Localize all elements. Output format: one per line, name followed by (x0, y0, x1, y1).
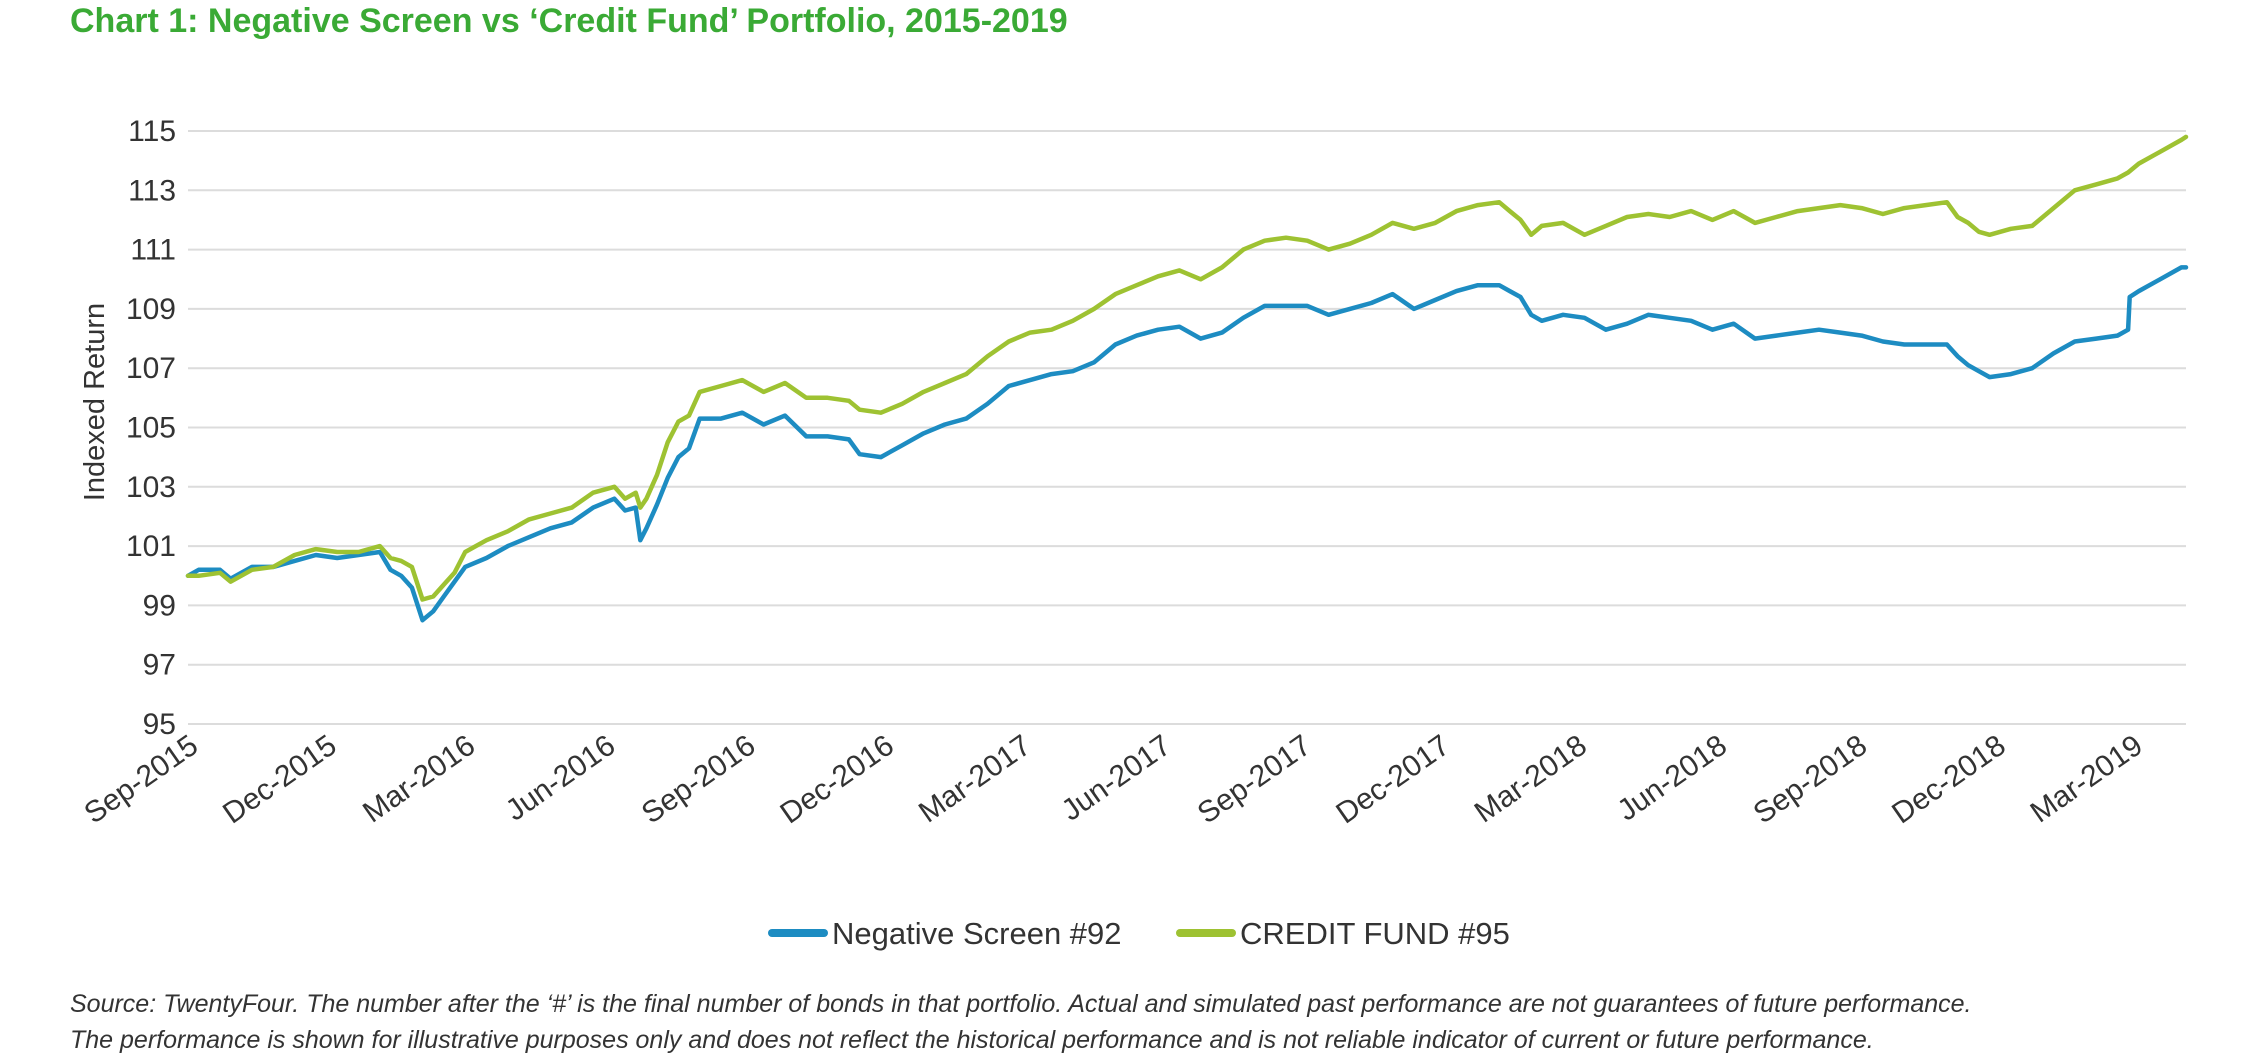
y-tick-label: 109 (126, 293, 176, 326)
x-tick-label: Dec-2015 (217, 729, 342, 831)
x-tick-label: Dec-2018 (1886, 729, 2011, 831)
source-note: Source: TwentyFour. The number after the… (70, 986, 2190, 1058)
y-tick-label: 99 (143, 589, 176, 622)
x-tick-label: Sep-2018 (1748, 729, 1874, 831)
x-tick-label: Sep-2017 (1192, 729, 1318, 831)
chart-title: Chart 1: Negative Screen vs ‘Credit Fund… (70, 2, 1068, 40)
y-tick-label: 105 (126, 412, 176, 445)
y-tick-label: 107 (126, 352, 176, 385)
series-line-2 (185, 134, 2189, 602)
y-axis-label: Indexed Return (79, 303, 111, 501)
y-axis-ticks: 95 97 99 101 103 105 107 109 111 113 115 (126, 115, 176, 741)
x-tick-label: Mar-2018 (1469, 729, 1593, 830)
legend: Negative Screen #92 CREDIT FUND #95 (768, 916, 1510, 951)
x-axis-ticks: Sep-2015 Dec-2015 Mar-2016 Jun-2016 Sep-2016… (79, 729, 2149, 831)
y-tick-label: 101 (126, 530, 176, 563)
line-chart: 95 97 99 101 103 105 107 109 111 113 115 Indexed R… (79, 115, 2189, 951)
x-tick-label: Mar-2019 (2025, 729, 2149, 830)
source-line-2: The performance is shown for illustrativ… (70, 1026, 1874, 1054)
y-tick-label: 103 (126, 471, 176, 504)
x-tick-label: Sep-2015 (79, 729, 205, 831)
x-tick-label: Sep-2016 (636, 729, 762, 831)
series-lines (185, 134, 2189, 623)
y-tick-label: 113 (128, 174, 176, 207)
x-tick-label: Mar-2017 (913, 729, 1037, 830)
x-tick-label: Dec-2016 (774, 729, 899, 831)
y-tick-label: 97 (143, 649, 176, 682)
x-tick-label: Mar-2016 (357, 729, 481, 830)
x-tick-label: Jun-2016 (500, 729, 621, 828)
x-tick-label: Jun-2017 (1056, 729, 1177, 828)
x-tick-label: Dec-2017 (1330, 729, 1455, 831)
x-tick-label: Jun-2018 (1612, 729, 1733, 828)
legend-label-1: Negative Screen #92 (832, 916, 1122, 951)
source-line-1: Source: TwentyFour. The number after the… (70, 990, 1972, 1018)
legend-label-2: CREDIT FUND #95 (1240, 916, 1510, 951)
gridlines (188, 130, 2186, 725)
y-tick-label: 111 (130, 234, 176, 267)
y-tick-label: 115 (128, 115, 176, 148)
y-tick-label: 95 (143, 708, 176, 741)
series-line-1 (185, 265, 2189, 623)
